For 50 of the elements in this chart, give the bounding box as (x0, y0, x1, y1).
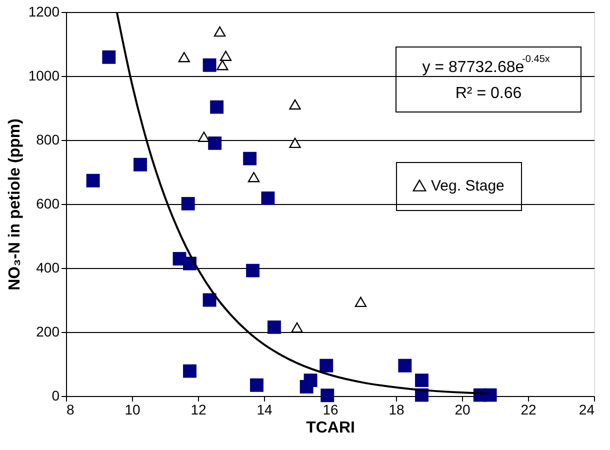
annotation: R² = 0.66 (455, 85, 522, 102)
point (220, 50, 232, 61)
point (248, 172, 260, 182)
point (202, 293, 216, 307)
point (320, 358, 334, 372)
point (246, 264, 260, 278)
point (268, 320, 281, 334)
y-tick-label: 200 (36, 324, 60, 340)
x-tick-label: 16 (322, 402, 338, 418)
point (483, 388, 497, 402)
point (354, 296, 367, 308)
point (291, 322, 303, 333)
point (398, 358, 412, 372)
point (86, 174, 100, 188)
legend-label: Veg. Stage (431, 178, 504, 194)
point (210, 100, 224, 114)
point (102, 50, 116, 64)
point (198, 132, 210, 142)
x-axis-title: TCARI (306, 420, 355, 436)
x-tick-label: 22 (520, 402, 536, 418)
point (320, 388, 334, 402)
point (208, 136, 222, 150)
point (181, 196, 195, 210)
point (214, 26, 226, 37)
y-tick-label: 400 (36, 260, 60, 276)
point (216, 60, 228, 70)
point (178, 52, 190, 62)
y-tick-label: 1000 (28, 68, 60, 84)
point (134, 158, 147, 172)
x-tick-label: 14 (256, 402, 272, 418)
point (261, 192, 275, 205)
point (183, 364, 196, 378)
x-tick-label: 10 (124, 402, 140, 418)
x-tick-label: 12 (190, 402, 206, 418)
point (202, 58, 216, 72)
point (415, 374, 428, 388)
point (289, 138, 301, 148)
x-tick-label: 20 (454, 402, 470, 418)
x-tick-label: 8 (66, 402, 74, 418)
point (300, 380, 314, 394)
point (243, 152, 257, 166)
y-tick-label: 800 (36, 132, 60, 148)
y-tick-label: 600 (36, 196, 60, 212)
x-tick-label: 18 (388, 402, 404, 418)
point (289, 99, 301, 110)
y-tick-label: 0 (52, 388, 60, 404)
y-axis-title: NO₃-N in petiole (ppm) (6, 118, 24, 290)
point (250, 378, 264, 392)
y-tick-label: 1200 (28, 4, 60, 20)
x-tick-label: 24 (578, 402, 595, 418)
